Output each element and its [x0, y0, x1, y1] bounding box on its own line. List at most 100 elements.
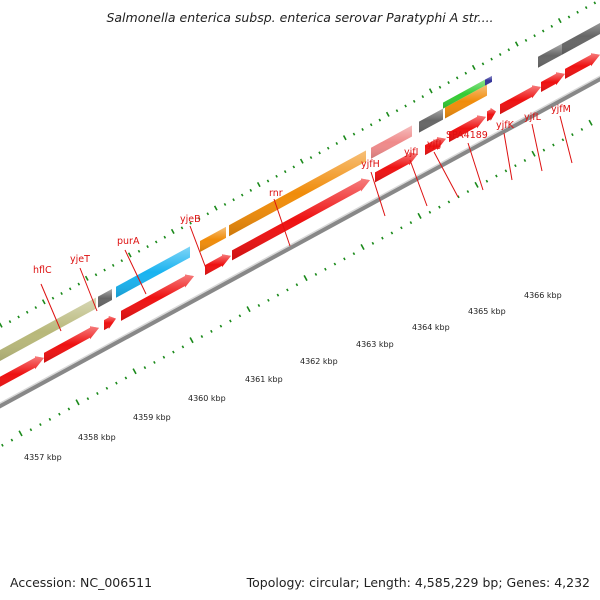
kbp-label: 4363 kbp [356, 340, 394, 349]
gene-label-yjfM: yjfM [551, 104, 571, 115]
gene-label-leader [370, 171, 386, 217]
gene-block-hflC [0, 297, 96, 362]
outer-tick [369, 123, 373, 127]
gene-label-yjfK: yjfK [496, 120, 515, 131]
scale-tick [352, 252, 356, 256]
outer-tick [103, 268, 106, 272]
cds-arrow [0, 356, 44, 387]
outer-tick [514, 41, 519, 47]
scale-tick [75, 399, 80, 406]
scale-tick [495, 174, 498, 178]
outer-tick [593, 1, 597, 5]
outer-tick [309, 156, 313, 160]
outer-tick [180, 226, 184, 230]
scale-tick [58, 412, 61, 416]
scale-tick [504, 169, 508, 173]
outer-tick [318, 151, 321, 155]
outer-tick [84, 275, 89, 281]
outer-tick [232, 198, 235, 202]
outer-tick [524, 38, 528, 42]
outer-tick [326, 146, 330, 150]
scale-tick [105, 386, 109, 390]
outer-tick [111, 263, 115, 267]
scale-tick [561, 138, 565, 142]
outer-tick [550, 24, 554, 28]
cds-arrow [44, 326, 99, 363]
gene-label-SPA4189: SPA4189 [446, 130, 488, 141]
outer-tick [68, 287, 72, 291]
outer-tick [464, 71, 468, 75]
gene-label-layer: hflC yjeT purA yjeB rnr yjfH yjfI yjfJ SPA4189 yj… [33, 104, 573, 332]
outer-tick [60, 292, 63, 295]
outer-tick [170, 228, 175, 235]
cds-arrow [449, 115, 486, 143]
outer-tick [256, 182, 261, 188]
outer-tick [412, 99, 416, 103]
scale-tick [343, 257, 346, 261]
gene-label-yjfH: yjfH [361, 159, 380, 170]
scale-tick [219, 324, 223, 328]
kbp-label: 4364 kbp [412, 323, 450, 332]
map-title: Salmonella enterica subsp. enterica sero… [106, 10, 494, 25]
backbone-highlight [0, 75, 600, 405]
cds-arrow [487, 107, 496, 122]
outer-tick [421, 95, 425, 99]
scale-tick [588, 119, 593, 126]
outer-tick [77, 282, 81, 286]
scale-tick [96, 392, 99, 395]
cds-arrow [375, 152, 418, 183]
outer-tick [385, 111, 390, 117]
gene-label-yjeT: yjeT [70, 254, 90, 265]
scale-tick [67, 407, 71, 411]
scale-tick [514, 164, 517, 168]
gene-block-yjfM [562, 22, 600, 55]
scale-tick [417, 212, 422, 219]
outer-tick [335, 142, 339, 145]
outer-tick [25, 310, 29, 314]
outer-tick [154, 240, 158, 244]
scale-tick [571, 133, 574, 137]
kbp-scale-labels: 4357 kbp 4358 kbp 4359 kbp 4360 kbp 4361 kbp… [24, 291, 562, 462]
outer-tick [481, 62, 485, 66]
scale-tick [115, 381, 118, 385]
scale-tick [18, 430, 23, 437]
outer-tick [120, 259, 124, 263]
scale-tick [390, 231, 394, 235]
outer-tick [189, 221, 192, 225]
outer-tick [498, 52, 502, 56]
gene-block-yjeB [200, 226, 226, 252]
outer-tick [17, 315, 20, 319]
scale-tick [552, 143, 555, 147]
gene-label-leader [467, 142, 484, 191]
gene-block-rnr [229, 150, 366, 237]
scale-tick [172, 350, 175, 354]
scale-tick [428, 210, 432, 214]
outer-tick [299, 158, 304, 164]
scale-tick [466, 190, 470, 194]
outer-tick [447, 81, 450, 85]
outer-tick [51, 296, 55, 300]
scale-tick [181, 345, 185, 349]
outer-tick [213, 205, 218, 211]
scale-tick [257, 303, 261, 307]
scale-tick [438, 205, 441, 209]
cds-arrow [121, 274, 194, 321]
gene-label-leader [559, 115, 573, 164]
outer-tick [163, 235, 167, 239]
kbp-label: 4366 kbp [524, 291, 562, 300]
gene-block-yjeT [98, 288, 112, 308]
outer-tick [471, 64, 476, 71]
scale-tick [162, 355, 166, 359]
scale-tick [447, 200, 451, 204]
outer-tick [249, 188, 253, 192]
cds-arrow [425, 137, 446, 156]
kbp-label: 4360 kbp [188, 394, 226, 403]
cds-arrow [232, 178, 370, 261]
outer-tick [378, 118, 382, 122]
gene-block-purA [116, 246, 190, 298]
kbp-label: 4358 kbp [78, 433, 116, 442]
gene-label-leader [273, 198, 291, 247]
outer-tick [428, 88, 433, 94]
genome-backbone [0, 75, 600, 409]
